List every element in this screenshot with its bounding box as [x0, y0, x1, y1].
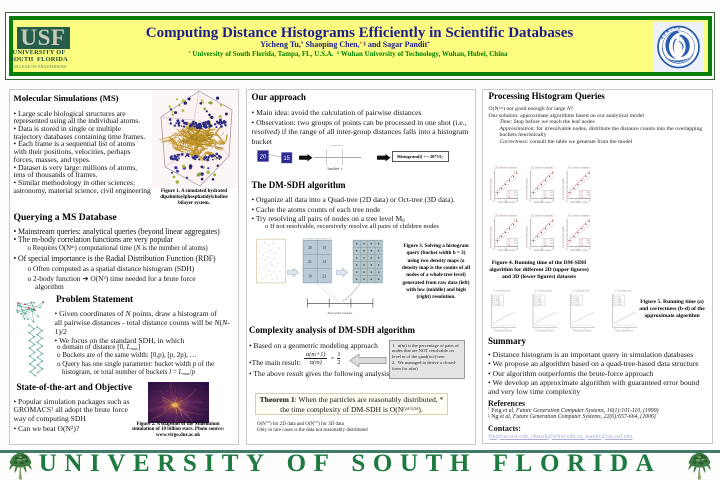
- svg-text:14: 14: [322, 260, 326, 264]
- svg-text:28: 28: [308, 246, 312, 250]
- svg-text:histogram buckets: histogram buckets: [328, 311, 353, 315]
- svg-text:21: 21: [308, 260, 312, 264]
- svg-text:19: 19: [308, 275, 312, 279]
- svg-text:23: 23: [322, 275, 326, 279]
- svg-text:20: 20: [260, 155, 267, 161]
- svg-text:15: 15: [283, 156, 290, 162]
- svg-text:15: 15: [322, 246, 326, 250]
